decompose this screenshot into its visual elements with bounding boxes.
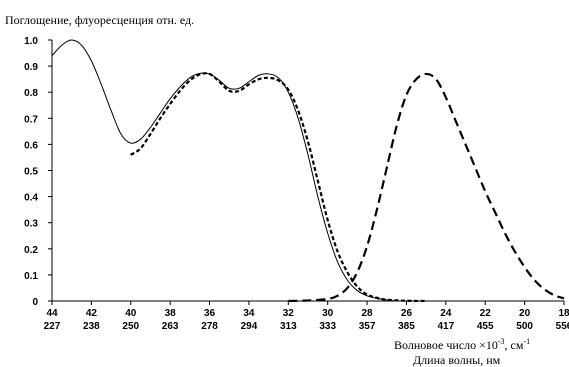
x-axis-title-wavenumber-exp: -3 xyxy=(498,337,505,346)
series-line-dotted xyxy=(130,72,427,303)
y-tick-label: 0.6 xyxy=(24,140,38,151)
y-tick-label: 1.0 xyxy=(24,36,38,47)
y-ticks: 0 0.1 0.2 0.3 0.4 0.5 0.6 0.7 0.8 0.9 1.0 xyxy=(24,36,52,308)
x-tick-label-wavenumber: 44 xyxy=(46,308,58,319)
x-tick-label-wavenumber: 26 xyxy=(401,308,413,319)
plot-area xyxy=(51,39,565,303)
y-tick-label: 0.7 xyxy=(24,114,38,125)
x-tick-label-wavelength: 278 xyxy=(201,321,218,332)
x-tick-label-wavelength: 227 xyxy=(44,321,61,332)
series-line-dashed xyxy=(288,72,565,303)
x-tick-label-wavenumber: 40 xyxy=(125,308,137,319)
x-tick-label-wavelength: 500 xyxy=(516,321,533,332)
y-tick-label: 0.4 xyxy=(24,193,38,204)
y-tick-label: 0.1 xyxy=(24,271,38,282)
x-axis-title-wavenumber-unit: , см xyxy=(505,338,524,352)
x-tick-label-wavelength: 313 xyxy=(280,321,297,332)
x-tick-label-wavelength: 556 xyxy=(556,321,569,332)
x-tick-label-wavelength: 250 xyxy=(122,321,139,332)
x-tick-label-wavenumber: 18 xyxy=(558,308,569,319)
y-axis-title: Поглощение, флуоресценция отн. ед. xyxy=(5,13,194,27)
y-tick-label: 0.5 xyxy=(24,167,38,178)
x-axis-title-wavenumber-unit-exp: -1 xyxy=(523,337,530,346)
x-tick-label-wavenumber: 34 xyxy=(243,308,255,319)
x-tick-label-wavelength: 294 xyxy=(241,321,258,332)
x-tick-label-wavelength: 357 xyxy=(359,321,376,332)
x-tick-label-wavenumber: 30 xyxy=(322,308,334,319)
x-tick-label-wavelength: 385 xyxy=(398,321,415,332)
x-axis-title-wavelength: Длина волны, нм xyxy=(413,353,501,367)
x-tick-label-wavenumber: 24 xyxy=(440,308,452,319)
series-line-solid xyxy=(51,39,397,302)
axes xyxy=(51,40,564,302)
y-tick-label: 0.9 xyxy=(24,62,38,73)
x-tick-label-wavenumber: 28 xyxy=(362,308,374,319)
x-tick-label-wavelength: 455 xyxy=(477,321,494,332)
x-tick-label-wavenumber: 38 xyxy=(165,308,177,319)
x-axis-title-wavenumber-text: Волновое число ×10 xyxy=(394,338,498,352)
x-tick-label-wavelength: 417 xyxy=(438,321,455,332)
y-tick-label: 0 xyxy=(32,297,38,308)
x-tick-label-wavelength: 238 xyxy=(83,321,100,332)
x-tick-label-wavelength: 263 xyxy=(162,321,179,332)
x-tick-label-wavenumber: 36 xyxy=(204,308,216,319)
x-axis-title-wavenumber: Волновое число ×10-3, см-1 xyxy=(394,337,530,352)
x-tick-label-wavenumber: 20 xyxy=(519,308,531,319)
x-tick-label-wavenumber: 22 xyxy=(480,308,492,319)
x-tick-label-wavenumber: 32 xyxy=(283,308,295,319)
x-ticks: 44 227 42 238 40 250 38 263 36 278 34 294 32 313 30 333… xyxy=(44,301,569,332)
y-tick-label: 0.3 xyxy=(24,219,38,230)
x-tick-label-wavelength: 333 xyxy=(319,321,336,332)
x-tick-label-wavenumber: 42 xyxy=(86,308,98,319)
y-tick-label: 0.2 xyxy=(24,245,38,256)
y-tick-label: 0.8 xyxy=(24,88,38,99)
